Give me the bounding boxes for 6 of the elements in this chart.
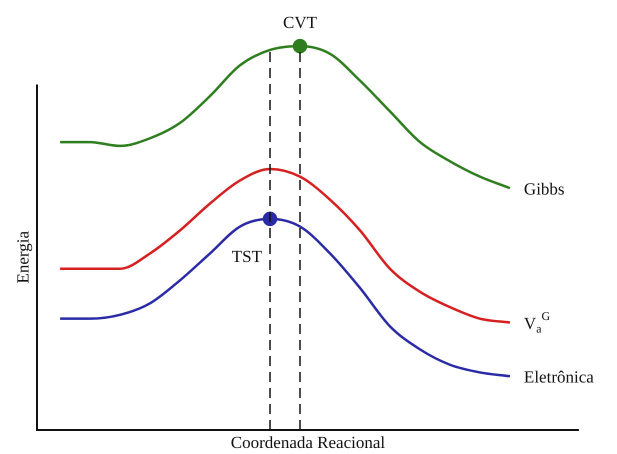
series-label: Eletrônica [524,368,594,387]
annotation: TST [232,246,263,266]
text: CVT [283,13,318,32]
series-label: Gibbs [524,180,565,199]
x-axis-title: Coordenada Reacional [230,432,386,452]
y-axis-title: Energia [13,230,32,284]
